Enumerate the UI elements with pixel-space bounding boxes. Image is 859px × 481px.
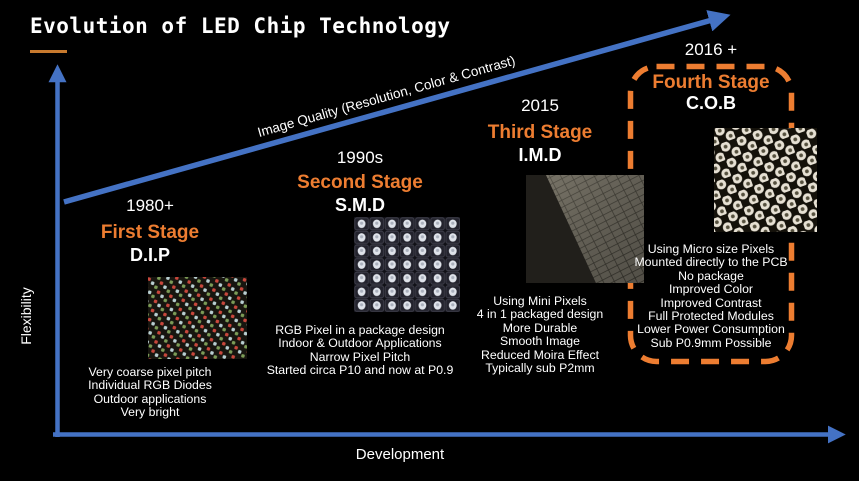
feature-line: Smooth Image	[500, 334, 580, 349]
stage-first-dip: 1980+ First Stage D.I.P Very coarse pixe…	[50, 196, 250, 436]
stage-features: RGB Pixel in a package design Indoor & O…	[260, 323, 460, 378]
stage-features: Using Micro size Pixels Mounted directly…	[611, 242, 811, 350]
stage-second-smd: 1990s Second Stage S.M.D RGB Pixel in a …	[260, 148, 460, 388]
feature-line: Full Protected Modules	[648, 309, 774, 324]
stage-era: 1980+	[126, 196, 174, 215]
feature-line: Sub P0.9mm Possible	[650, 335, 772, 350]
feature-line: Typically sub P2mm	[485, 361, 595, 376]
feature-line: Very bright	[120, 405, 180, 420]
stage-name: Second Stage	[297, 172, 423, 193]
feature-line: Indoor & Outdoor Applications	[278, 336, 442, 351]
feature-line: More Durable	[502, 320, 578, 335]
dip-led-matrix-photo	[97, 277, 297, 359]
feature-line: No package	[678, 268, 744, 283]
feature-line: Lower Power Consumption	[637, 322, 785, 337]
stage-era: 2015	[521, 96, 559, 115]
cob-led-matrix-photo	[665, 128, 859, 232]
feature-line: Using Micro size Pixels	[647, 242, 775, 256]
x-axis-label: Development	[355, 446, 445, 463]
stage-features: Very coarse pixel pitch Individual RGB D…	[50, 365, 250, 420]
stage-name: Fourth Stage	[652, 72, 770, 93]
stage-tech: C.O.B	[685, 93, 736, 113]
y-axis-label: Flexibility	[18, 287, 34, 345]
feature-line: Very coarse pixel pitch	[88, 365, 212, 379]
feature-line: 4 in 1 packaged design	[476, 307, 604, 322]
feature-line: Improved Contrast	[660, 295, 762, 310]
stage-features: Using Mini Pixels 4 in 1 packaged design…	[440, 294, 640, 376]
stage-era: 1990s	[336, 148, 384, 167]
feature-line: Outdoor applications	[93, 391, 207, 406]
title-underline	[30, 50, 67, 53]
page-title: Evolution of LED Chip Technology	[30, 14, 451, 38]
stage-tech: D.I.P	[129, 245, 170, 265]
feature-line: Started circa P10 and now at P0.9	[266, 363, 454, 378]
stage-era: 2016 +	[684, 40, 738, 59]
feature-line: Improved Color	[668, 282, 754, 297]
feature-line: Using Mini Pixels	[493, 294, 587, 308]
stage-name: Third Stage	[487, 122, 593, 143]
feature-line: Mounted directly to the PCB	[634, 255, 788, 270]
stage-tech: I.M.D	[518, 145, 562, 165]
feature-line: Reduced Moira Effect	[480, 347, 600, 362]
feature-line: Narrow Pixel Pitch	[309, 349, 411, 364]
feature-line: Individual RGB Diodes	[88, 378, 212, 393]
image-quality-arrow	[63, 10, 731, 205]
stage-tech: S.M.D	[334, 195, 385, 215]
stage-name: First Stage	[100, 222, 200, 243]
feature-line: RGB Pixel in a package design	[275, 323, 445, 337]
imd-led-panel-photo	[485, 175, 685, 283]
stage-third-imd: 2015 Third Stage I.M.D	[440, 96, 644, 386]
stage-fourth-cob: 2016 + Fourth Stage C.O.B Using Micro si…	[611, 40, 817, 370]
smd-led-matrix-photo	[307, 217, 507, 312]
